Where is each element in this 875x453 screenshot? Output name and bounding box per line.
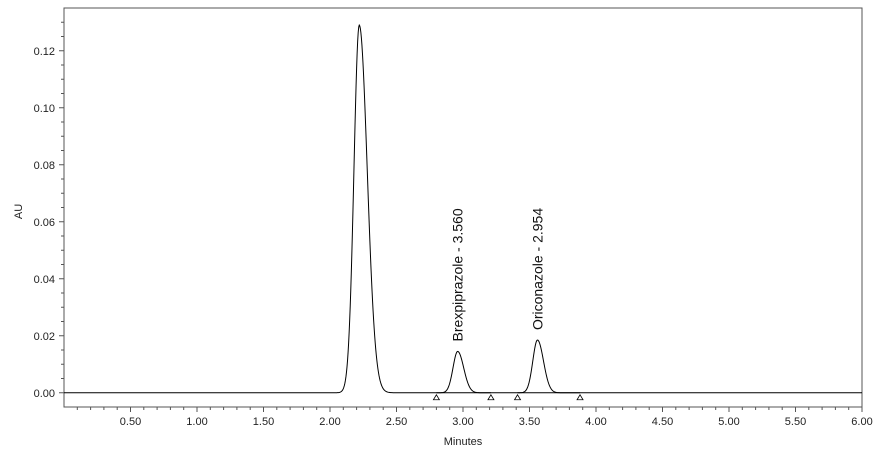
y-tick-label: 0.08 (34, 160, 55, 172)
integration-marker (576, 393, 584, 401)
plot-area: 0.50 1.00 1.50 2.00 2.50 3.00 3.50 4.00 4.50 5.00… (34, 7, 873, 428)
x-axis-title: Minutes (444, 436, 483, 448)
y-tick-label: 0.04 (34, 274, 55, 286)
y-tick-label: 0.06 (34, 217, 55, 229)
x-tick-label: 5.50 (785, 416, 806, 428)
peak-label: Oriconazole - 2.954 (529, 208, 545, 330)
x-tick-label: 0.50 (120, 416, 141, 428)
integration-marker (432, 393, 441, 401)
signal-trace (64, 23, 862, 394)
plot-frame (63, 7, 863, 408)
x-tick-label: 6.00 (851, 416, 872, 428)
x-tick-label: 1.00 (186, 416, 207, 428)
y-axis-title: AU (13, 204, 25, 219)
integration-marker (513, 393, 522, 401)
x-tick-label: 5.00 (718, 416, 739, 428)
y-tick-label: 0.02 (34, 331, 55, 343)
y-tick-label: 0.00 (34, 388, 55, 400)
peak-label: Brexpiprazole - 3.560 (450, 208, 466, 341)
x-tick-label: 4.00 (585, 416, 606, 428)
x-tick-label: 3.00 (452, 416, 473, 428)
x-tick-label: 4.50 (652, 416, 673, 428)
x-tick-label: 2.00 (319, 416, 340, 428)
x-tick-label: 3.50 (519, 416, 540, 428)
integration-marker (487, 393, 495, 401)
x-tick-label: 2.50 (386, 416, 407, 428)
y-tick-label: 0.10 (34, 103, 55, 115)
x-tick-label: 1.50 (253, 416, 274, 428)
y-tick-label: 0.12 (34, 46, 55, 58)
